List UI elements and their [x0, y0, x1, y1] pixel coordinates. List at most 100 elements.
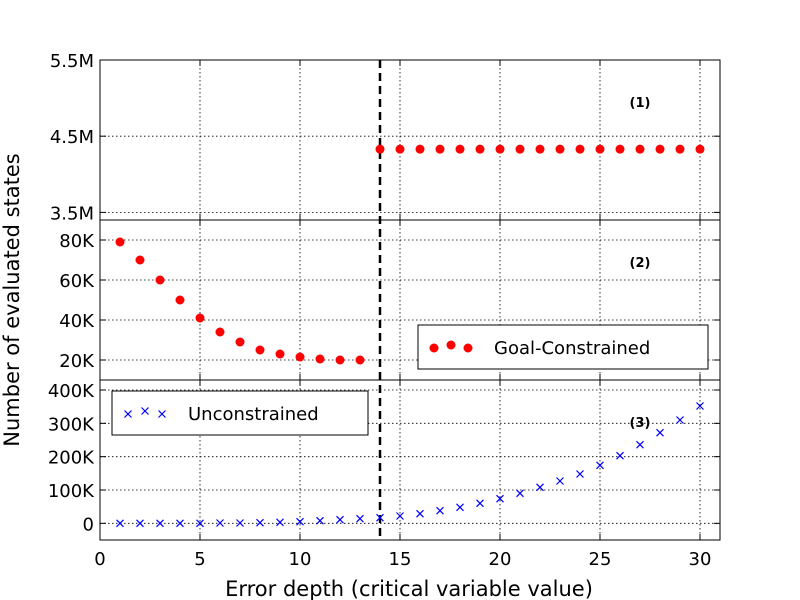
unconstrained-point — [156, 519, 164, 528]
y-tick-label: 60K — [59, 271, 95, 292]
goal-constrained-point — [375, 144, 385, 154]
unconstrained-point — [636, 440, 644, 449]
unconstrained-point — [276, 518, 284, 527]
goal-constrained-point — [495, 144, 505, 154]
goal-constrained-point — [115, 237, 125, 247]
y-tick-label: 5.5M — [50, 51, 94, 72]
panel-label: (3) — [630, 416, 651, 431]
y-tick-label: 200K — [48, 448, 95, 469]
unconstrained-point — [496, 494, 504, 503]
goal-constrained-point — [615, 144, 625, 154]
y-tick-label: 20K — [59, 351, 95, 372]
goal-constrained-point — [515, 144, 525, 154]
panel-frames — [99, 59, 721, 541]
unconstrained-point — [376, 513, 384, 522]
legend-marker — [429, 343, 439, 353]
x-tick-label: 0 — [94, 549, 105, 570]
legends: Goal-Constrained Unconstrained — [111, 324, 709, 436]
goal-constrained-point — [275, 349, 285, 359]
unconstrained-point — [576, 470, 584, 478]
panel-label: (1) — [630, 96, 651, 111]
tick-labels: 3.5M 4.5M 5.5M 20K 40K 60K 80K 0 100K 200K 300K 400… — [48, 51, 712, 570]
goal-constrained-point — [675, 144, 685, 154]
gridlines — [99, 59, 720, 540]
goal-constrained-point — [135, 255, 145, 265]
unconstrained-point — [196, 519, 204, 528]
y-tick-label: 3.5M — [50, 203, 94, 224]
legend-label: Unconstrained — [188, 404, 319, 425]
unconstrained-point — [456, 503, 464, 512]
goal-constrained-point — [535, 144, 545, 154]
panel-frame — [99, 379, 721, 541]
y-tick-label: 300K — [48, 414, 95, 435]
unconstrained-point — [656, 428, 664, 437]
y-tick-label: 40K — [59, 311, 95, 332]
y-axis-label: Number of evaluated states — [0, 153, 24, 446]
goal-constrained-point — [555, 144, 565, 154]
legend-marker — [124, 410, 132, 418]
unconstrained-point — [396, 512, 404, 520]
unconstrained-point — [236, 519, 244, 527]
unconstrained-point — [296, 517, 304, 526]
goal-constrained-point — [435, 144, 445, 154]
goal-constrained-point — [475, 144, 485, 154]
x-tick-label: 5 — [194, 549, 205, 570]
x-tick-label: 25 — [589, 549, 612, 570]
goal-constrained-point — [635, 144, 645, 154]
unconstrained-point — [336, 515, 344, 524]
x-tick-label: 10 — [289, 549, 312, 570]
unconstrained-point — [116, 519, 124, 528]
goal-constrained-point — [415, 144, 425, 154]
goal-constrained-point — [335, 355, 345, 365]
unconstrained-point — [676, 416, 684, 424]
x-tick-label: 15 — [389, 549, 412, 570]
goal-constrained-point — [395, 144, 405, 154]
goal-constrained-point — [315, 354, 325, 364]
legend-marker — [141, 407, 149, 415]
unconstrained-point — [436, 506, 444, 515]
x-axis-label: Error depth (critical variable value) — [225, 577, 593, 600]
unconstrained-point — [176, 519, 184, 528]
goal-constrained-point — [355, 355, 365, 365]
x-tick-label: 20 — [489, 549, 512, 570]
goal-constrained-point — [255, 345, 265, 355]
unconstrained-point — [696, 402, 704, 410]
unconstrained-point — [416, 509, 424, 518]
legend-label: Goal-Constrained — [494, 338, 650, 359]
goal-constrained-point — [155, 275, 165, 285]
unconstrained-point — [476, 499, 484, 508]
unconstrained-point — [556, 477, 564, 485]
y-tick-label: 400K — [48, 381, 95, 402]
goal-constrained-point — [695, 144, 705, 154]
unconstrained-point — [596, 461, 604, 470]
data-markers — [115, 144, 705, 528]
panel-frame — [99, 59, 721, 221]
goal-constrained-point — [215, 327, 225, 337]
panel-label: (2) — [630, 256, 651, 271]
unconstrained-point — [616, 451, 624, 460]
legend-marker — [463, 343, 473, 353]
goal-constrained-point — [655, 144, 665, 154]
goal-constrained-point — [575, 144, 585, 154]
goal-constrained-point — [235, 337, 245, 347]
y-tick-label: 0 — [83, 514, 94, 535]
goal-constrained-point — [175, 295, 185, 305]
goal-constrained-point — [455, 144, 465, 154]
unconstrained-point — [136, 519, 144, 528]
unconstrained-point — [356, 514, 364, 523]
x-tick-label: 30 — [689, 549, 712, 570]
unconstrained-point — [536, 483, 544, 492]
y-tick-label: 100K — [48, 481, 95, 502]
y-tick-label: 80K — [59, 231, 95, 252]
unconstrained-point — [516, 489, 524, 498]
legend-marker — [158, 410, 166, 418]
legend-box — [111, 390, 369, 436]
unconstrained-point — [316, 516, 324, 525]
unconstrained-point — [256, 518, 264, 527]
goal-constrained-point — [595, 144, 605, 154]
goal-constrained-point — [195, 313, 205, 323]
panel-labels: (1) (2) (3) — [630, 96, 651, 431]
legend-marker — [446, 340, 456, 350]
unconstrained-point — [216, 519, 224, 527]
